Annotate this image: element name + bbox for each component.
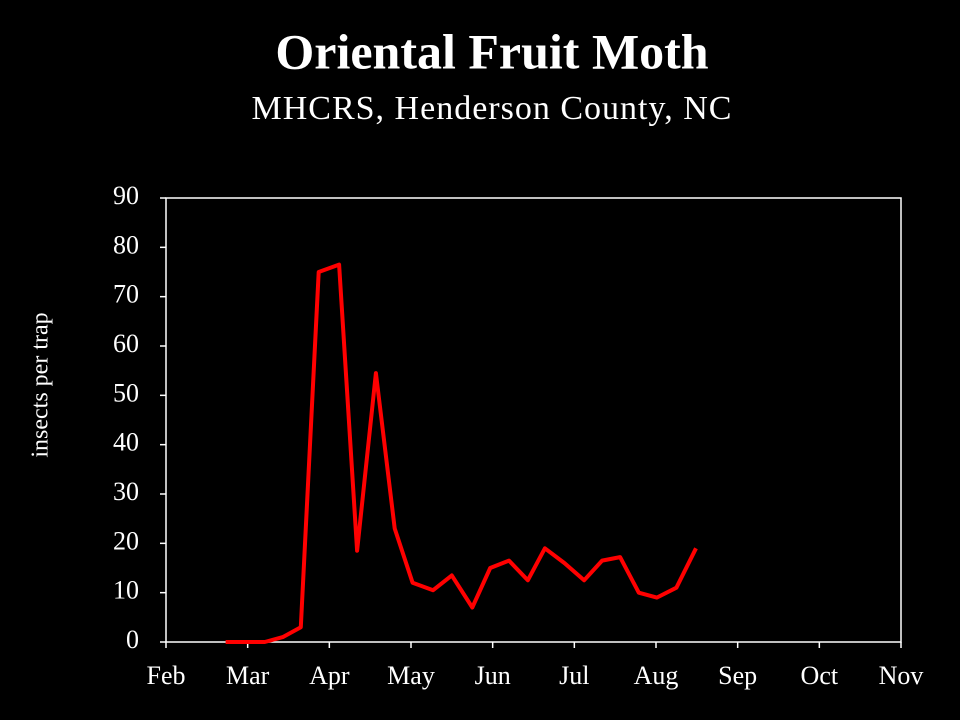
x-tick-label: Sep [718, 661, 757, 690]
y-tick-label: 60 [113, 329, 139, 358]
x-tick-label: Jun [475, 661, 511, 690]
y-tick-label: 40 [113, 428, 139, 457]
y-tick-label: 70 [113, 280, 139, 309]
chart-subtitle: MHCRS, Henderson County, NC [252, 90, 733, 127]
x-tick-label: Apr [309, 661, 350, 690]
x-tick-label: Mar [226, 661, 270, 690]
x-tick-label: May [387, 661, 435, 690]
y-tick-label: 80 [113, 230, 139, 259]
x-tick-label: Jul [559, 661, 589, 690]
x-tick-label: Oct [801, 661, 839, 690]
x-tick-label: Aug [634, 661, 679, 690]
chart-title: Oriental Fruit Moth [275, 23, 708, 79]
y-axis-label: insects per trap [28, 312, 54, 457]
x-tick-label: Feb [147, 661, 186, 690]
data-line [225, 262, 698, 644]
y-tick-label: 50 [113, 378, 139, 407]
y-tick-label: 30 [113, 477, 139, 506]
y-tick-label: 10 [113, 576, 139, 605]
plot-frame [165, 197, 902, 643]
y-tick-label: 90 [113, 181, 139, 210]
y-tick-label: 20 [113, 526, 139, 555]
y-tick-label: 0 [126, 625, 139, 654]
x-tick-label: Nov [879, 661, 924, 690]
